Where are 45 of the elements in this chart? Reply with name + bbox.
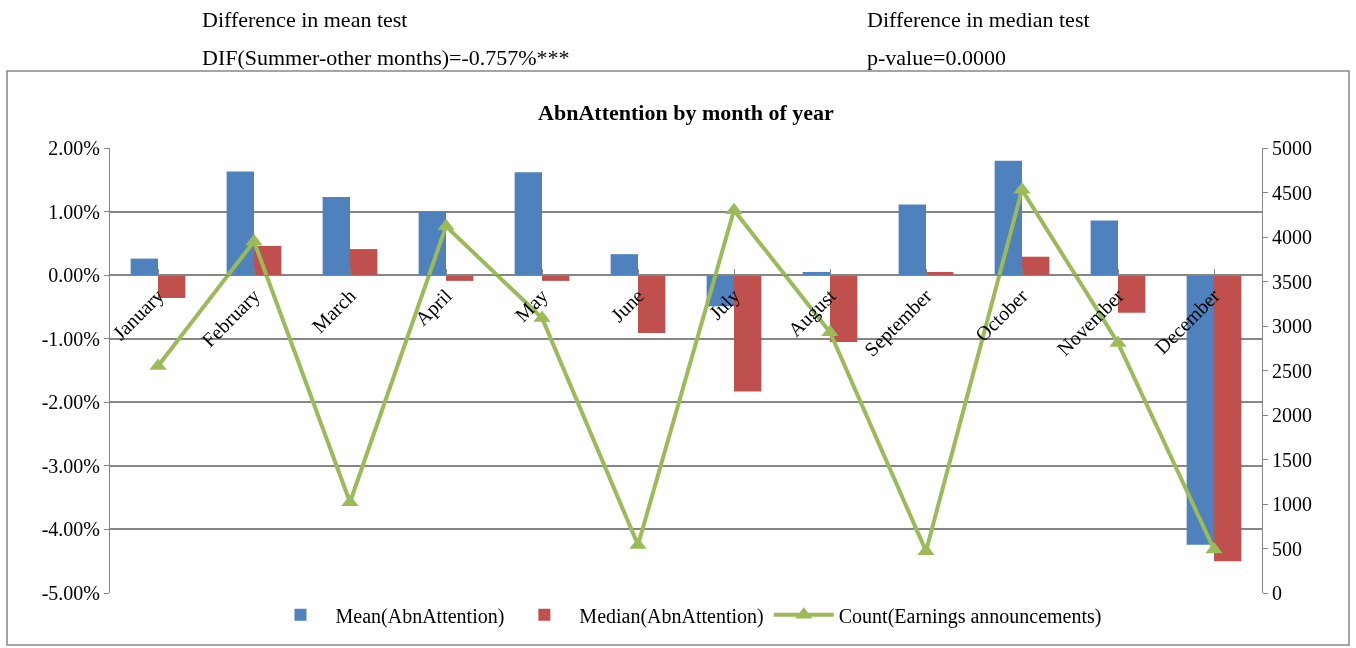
y2-tick-label: 500 [1272,537,1302,560]
y-tick-label: -4.00% [41,518,100,541]
y2-tick-label: 3500 [1272,270,1312,293]
bar [898,204,926,276]
point [725,202,743,215]
y-tick-label: 1.00% [48,200,100,223]
bar [1022,256,1050,276]
legend-label: Median(AbnAttention) [579,604,764,628]
text: Difference in mean test [202,7,408,32]
x-tick-label: June [606,284,648,326]
x-tick-label: May [510,284,553,327]
bar [226,171,254,276]
legend-label: Count(Earnings announcements) [838,604,1102,628]
y-tick-label: -3.00% [41,454,100,477]
bar [1090,220,1118,276]
x-tick-label: July [704,284,745,325]
chart-title: AbnAttention by month of year [538,99,835,125]
y2-tick-label: 4000 [1272,226,1312,248]
legend-label: Mean(AbnAttention) [335,604,505,628]
bar [802,271,830,276]
point [245,233,263,246]
bar [514,172,542,276]
point [437,218,455,231]
y-tick-label: 0.00% [48,264,100,287]
y-tick-label: -2.00% [41,391,100,414]
y2-tick-label: 4500 [1272,181,1312,204]
y-tick-label: -5.00% [41,582,100,604]
point [1205,541,1223,554]
y-tick-label: -1.00% [41,327,100,350]
bar [926,271,954,276]
bar [322,196,350,276]
bar [350,249,378,276]
text: Difference in median test [867,7,1090,32]
bar [610,254,638,276]
text: DIF(Summer-other months)=-0.757%*** [202,45,570,70]
y2-tick-label: 1500 [1272,448,1312,471]
y2-tick-label: 5000 [1272,137,1312,159]
bar [130,258,158,276]
text: p-value=0.0000 [867,45,1006,70]
y-tick-label: 2.00% [48,137,100,159]
y2-tick-label: 2500 [1272,359,1312,382]
y2-tick-label: 1000 [1272,493,1312,515]
y2-tick-label: 0 [1272,582,1282,604]
y2-tick-label: 3000 [1272,315,1312,337]
y2-tick-label: 2000 [1272,404,1312,426]
